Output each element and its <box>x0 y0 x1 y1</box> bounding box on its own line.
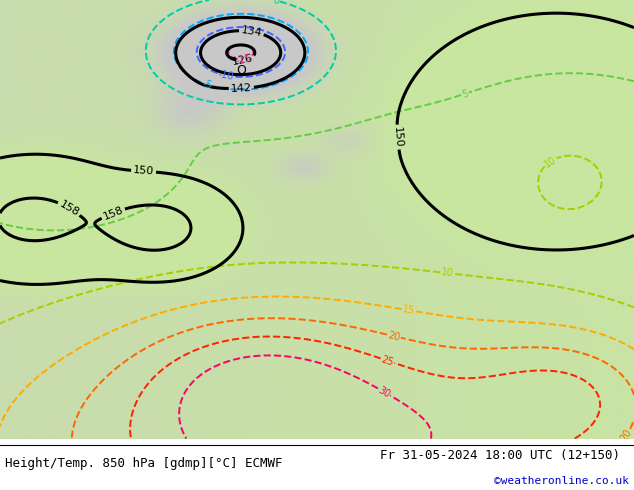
Text: -5: -5 <box>200 78 213 91</box>
Text: -10: -10 <box>217 69 235 82</box>
Text: 158: 158 <box>101 204 125 221</box>
Text: O: O <box>236 64 246 76</box>
Text: 15: 15 <box>402 304 416 316</box>
Text: 150: 150 <box>392 126 404 148</box>
Text: 126: 126 <box>231 53 254 67</box>
Text: Fr 31-05-2024 18:00 UTC (12+150): Fr 31-05-2024 18:00 UTC (12+150) <box>380 448 621 462</box>
Text: 0: 0 <box>271 0 280 6</box>
Text: 10: 10 <box>441 268 454 279</box>
Text: 150: 150 <box>133 166 155 177</box>
Text: -15: -15 <box>235 52 253 66</box>
Text: 10: 10 <box>542 154 558 169</box>
Text: 25: 25 <box>380 354 395 368</box>
Text: 158: 158 <box>58 198 81 218</box>
Text: 20: 20 <box>619 427 634 443</box>
Text: Height/Temp. 850 hPa [gdmp][°C] ECMWF: Height/Temp. 850 hPa [gdmp][°C] ECMWF <box>5 457 283 470</box>
Text: 142: 142 <box>231 83 252 94</box>
Text: 5: 5 <box>460 88 470 99</box>
Text: 30: 30 <box>377 385 392 399</box>
Text: ©weatheronline.co.uk: ©weatheronline.co.uk <box>494 476 629 486</box>
Text: 20: 20 <box>387 330 401 343</box>
Text: 134: 134 <box>240 25 262 38</box>
